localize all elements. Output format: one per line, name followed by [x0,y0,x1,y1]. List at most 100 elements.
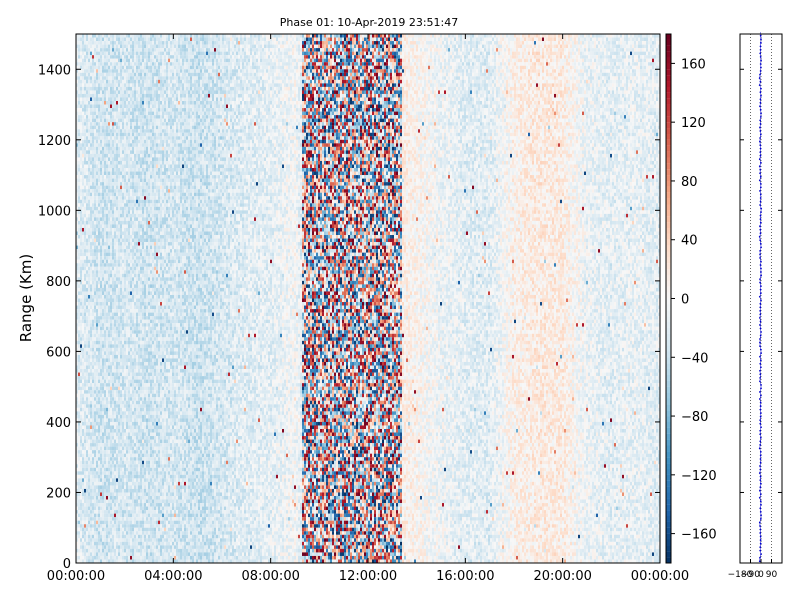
heatmap-cell [86,122,88,126]
heatmap-cell [80,133,82,137]
heatmap-cell [86,59,88,63]
heatmap-cell [84,62,86,66]
chart-title: Phase 01: 10-Apr-2019 23:51:47 [280,16,458,29]
heatmap-cell [82,299,84,303]
heatmap-cell [86,468,88,472]
heatmap-cell [84,535,86,539]
heatmap-cell [86,316,88,320]
heatmap-cell [84,425,86,429]
heatmap-cell [88,83,90,87]
heatmap-cell [86,126,88,130]
heatmap-cell [86,210,88,214]
heatmap-cell [82,143,84,147]
heatmap-cell [82,475,84,479]
heatmap-cell [82,175,84,179]
heatmap-cell [82,485,84,489]
heatmap-cell [82,362,84,366]
heatmap-cell [84,552,86,556]
heatmap-cell [80,380,82,384]
heatmap-cell [82,443,84,447]
heatmap-cell [84,105,86,109]
heatmap-cell [84,549,86,553]
heatmap-cell [78,468,80,472]
heatmap-cell [78,270,80,274]
heatmap-cell [86,443,88,447]
heatmap-cell [86,471,88,475]
heatmap-cell [80,454,82,458]
heatmap-cell [86,425,88,429]
heatmap-cell [78,122,80,126]
heatmap-cell [84,373,86,377]
heatmap-cell [88,108,90,112]
heatmap-cell [84,249,86,253]
heatmap-cell [82,457,84,461]
heatmap-cell [78,358,80,362]
heatmap-cell [82,521,84,525]
heatmap-cell [80,62,82,66]
heatmap-cell [80,256,82,260]
heatmap-cell [82,83,84,87]
heatmap-cell [86,341,88,345]
heatmap-cell [86,450,88,454]
heatmap-cell [84,369,86,373]
heatmap-cell [82,454,84,458]
heatmap-cell [84,482,86,486]
heatmap-cell [80,369,82,373]
heatmap-cell [80,556,82,560]
heatmap-cell [78,492,80,496]
heatmap-cell [78,150,80,154]
heatmap-cell [82,464,84,468]
heatmap-cell [82,549,84,553]
heatmap-cell [84,330,86,334]
heatmap-cell [84,161,86,165]
heatmap-cell [82,168,84,172]
heatmap-cell [82,503,84,507]
heatmap-cell [86,500,88,504]
heatmap-cell [84,122,86,126]
heatmap-cell [80,217,82,221]
heatmap-cell [84,545,86,549]
heatmap-cell [78,320,80,324]
heatmap-cell [80,150,82,154]
heatmap-cell [88,55,90,59]
heatmap-cell [84,464,86,468]
heatmap-cell [82,224,84,228]
heatmap-cell [84,302,86,306]
heatmap-cell [86,454,88,458]
heatmap-cell [86,228,88,232]
heatmap-cell [80,411,82,415]
heatmap-cell [78,101,80,105]
heatmap-cell [82,97,84,101]
heatmap-cell [84,517,86,521]
heatmap-cell [86,309,88,313]
heatmap-cell [86,267,88,271]
heatmap-cell [84,514,86,518]
heatmap-cell [86,538,88,542]
heatmap-cell [84,429,86,433]
heatmap-cell [78,341,80,345]
heatmap-cell [78,263,80,267]
heatmap-cell [86,291,88,295]
heatmap-cell [78,369,80,373]
heatmap-cell [78,500,80,504]
heatmap-cell [82,164,84,168]
heatmap-cell [84,341,86,345]
heatmap-cell [84,295,86,299]
heatmap-cell [82,239,84,243]
heatmap-cell [82,228,84,232]
heatmap-cell [78,517,80,521]
heatmap-cell [80,182,82,186]
heatmap-cell [80,267,82,271]
heatmap-cell [82,207,84,211]
heatmap-cell [80,291,82,295]
heatmap-cell [84,337,86,341]
heatmap-cell [86,260,88,264]
heatmap-cell [78,246,80,250]
heatmap-cell [78,404,80,408]
heatmap-cell [84,115,86,119]
heatmap-cell [78,164,80,168]
heatmap-cell [86,83,88,87]
heatmap-cell [80,496,82,500]
heatmap-cell [86,348,88,352]
heatmap-cell [84,48,86,52]
